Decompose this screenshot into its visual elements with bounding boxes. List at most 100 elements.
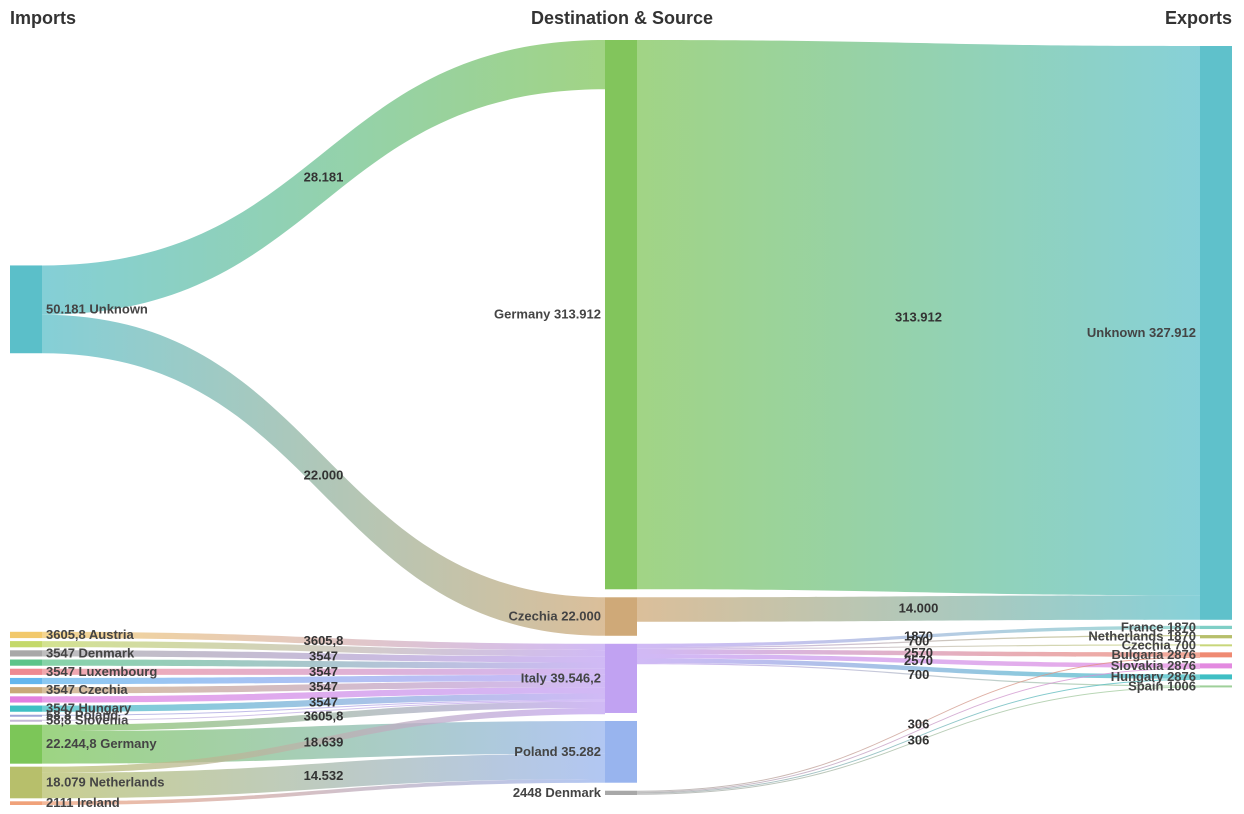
node-label: France 1870 [1121,619,1196,634]
link-value-label: 3547 [309,679,338,694]
node-label: 22.244,8 Germany [46,736,157,751]
sankey-link [637,625,1200,648]
sankey-link [42,708,605,773]
node-label: 2111 Ireland [46,795,120,810]
sankey-link [637,662,1200,687]
node-label: 58,8 Slovenia [46,713,129,728]
sankey-node [1200,635,1232,639]
link-value-label: 2570 [904,653,933,668]
sankey-link [42,631,605,651]
link-value-label: 3605,8 [304,708,344,723]
sankey-node [10,265,42,354]
link-value-label: 18.639 [304,734,344,749]
sankey-node [1200,663,1232,669]
link-value-label: 2570 [904,645,933,660]
node-label: Spain 1006 [1128,678,1196,693]
sankey-link [42,668,605,675]
link-value-label: 14.000 [899,601,939,616]
sankey-link [42,40,605,315]
sankey-link [42,314,605,636]
sankey-link [637,686,1200,795]
link-value-label: 306 [908,716,930,731]
sankey-node [10,714,42,717]
link-value-label: 3547 [309,695,338,710]
sankey-node [1200,674,1232,680]
sankey-link [42,659,605,669]
sankey-node [10,801,42,805]
exports-column-header: Exports [1164,8,1232,28]
sankey-link [42,681,605,694]
node-label: Slovakia 2876 [1111,658,1196,673]
sankey-node [10,659,42,666]
sankey-node [1200,644,1232,647]
node-label: Bulgaria 2876 [1111,647,1196,662]
sankey-node [10,641,42,648]
node-label: 3547 Hungary [46,701,132,716]
sankey-node [10,668,42,675]
node-label: 2448 Denmark [513,785,602,800]
sankey-node [10,724,42,764]
sankey-node [10,705,42,712]
sankey-link [637,654,1200,668]
node-label: Unknown 327.912 [1087,325,1196,340]
node-label: 3547 Denmark [46,645,135,660]
sankey-node [10,677,42,685]
sankey-link [42,650,605,663]
sankey-link [637,649,1200,657]
destination-source-column-header: Destination & Source [530,8,714,28]
sankey-link [42,693,605,712]
node-label: 58,8 Poland [46,708,118,723]
sankey-link [42,779,605,805]
link-value-label: 700 [908,634,930,649]
node-label: 50.181 Unknown [46,301,148,316]
node-label: Italy 39.546,2 [521,670,601,685]
sankey-node [10,766,42,799]
link-value-label: 3605,8 [304,633,344,648]
sankey-node [605,790,637,795]
node-label: Czechia 22.000 [508,609,601,624]
link-value-label: 22.000 [304,467,344,482]
link-value-label: 700 [908,667,930,682]
sankey-link [42,700,605,721]
sankey-link [637,635,1200,649]
link-value-label: 28.181 [304,169,344,184]
sankey-link [42,701,605,732]
node-label: Hungary 2876 [1111,669,1196,684]
node-label: 18.079 Netherlands [46,774,165,789]
sankey-node [10,696,42,703]
sankey-link [637,658,1200,679]
sankey-node [1200,685,1232,688]
sankey-node [605,597,637,636]
sankey-node [10,631,42,639]
sankey-node [10,650,42,657]
sankey-node [605,720,637,783]
node-label: 3547 Czechia [46,682,128,697]
sankey-node [605,40,637,590]
sankey-link [42,674,605,685]
sankey-node [10,687,42,694]
node-label: 3605,8 Austria [46,627,134,642]
sankey-node [1200,652,1232,658]
link-value-label: 1870 [904,628,933,643]
node-label: Germany 313.912 [494,307,601,322]
sankey-link [637,644,1200,650]
sankey-node [1200,625,1232,630]
node-label: Czechia 700 [1122,637,1196,652]
sankey-link [637,678,1200,794]
sankey-link [637,40,1200,596]
node-label: Netherlands 1870 [1088,629,1196,644]
sankey-link [42,641,605,657]
link-value-label: 3547 [309,648,338,663]
sankey-link [42,687,605,703]
sankey-node [10,719,42,722]
link-value-label: 306 [908,733,930,748]
node-label: 3547 Luxembourg [46,664,157,679]
sankey-link [637,595,1200,622]
imports-column-header: Imports [10,8,77,28]
sankey-node [1200,46,1232,620]
node-label: Poland 35.282 [514,744,601,759]
sankey-node [605,643,637,713]
sankey-link [637,656,1200,792]
sankey-link [42,753,605,799]
